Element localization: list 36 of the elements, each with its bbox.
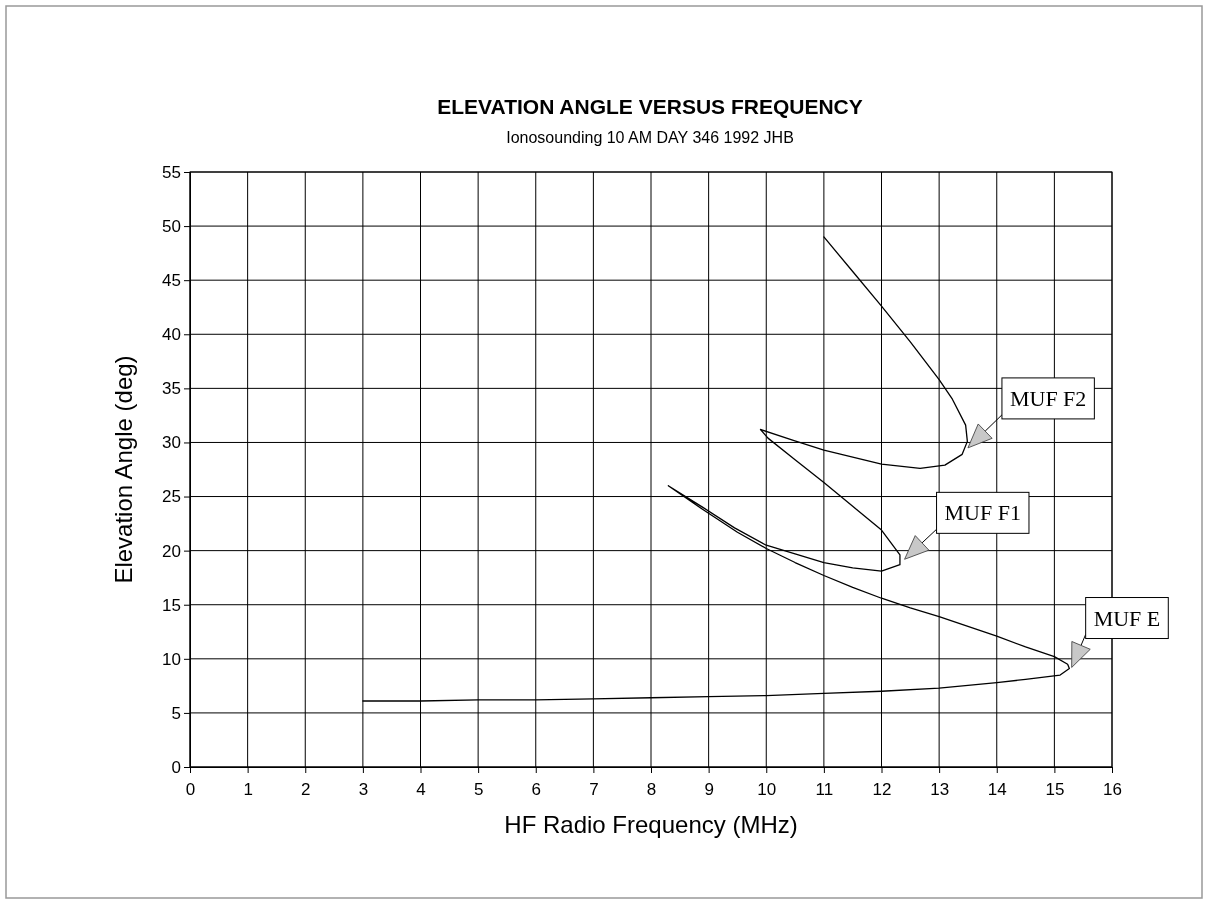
x-tick-label: 13 <box>930 779 950 799</box>
x-tick-label: 16 <box>1103 779 1122 799</box>
x-tick-label: 11 <box>815 779 834 799</box>
x-tick-label: 12 <box>872 779 892 799</box>
y-tick-label: 30 <box>162 433 181 453</box>
y-tick-label: 15 <box>162 595 181 615</box>
x-tick-label: 14 <box>987 779 1007 799</box>
y-tick-label: 45 <box>162 271 181 291</box>
x-tick-label: 3 <box>358 779 369 799</box>
annotation: MUF E <box>1093 605 1161 631</box>
y-tick-label: 50 <box>162 217 181 237</box>
y-tick-label: 20 <box>162 541 181 561</box>
x-tick-label: 5 <box>473 779 484 799</box>
x-tick-label: 2 <box>301 779 311 799</box>
y-tick-label: 55 <box>162 162 181 182</box>
chart-subtitle: Ionosounding 10 AM DAY 346 1992 JHB <box>506 129 794 146</box>
y-tick-label: 0 <box>171 757 181 777</box>
y-axis-title: Elevation Angle (deg) <box>110 355 137 584</box>
x-tick-label: 15 <box>1045 779 1065 799</box>
y-tick-label: 5 <box>171 703 181 723</box>
y-tick-label: 25 <box>162 487 181 507</box>
x-tick-label: 0 <box>185 779 196 799</box>
x-tick-label: 6 <box>531 779 541 799</box>
y-tick-label: 35 <box>162 379 181 399</box>
annotation: MUF F1 <box>944 500 1021 526</box>
y-tick-label: 40 <box>162 325 181 345</box>
x-tick-label: 7 <box>589 779 599 799</box>
x-axis-title: HF Radio Frequency (MHz) <box>504 811 798 838</box>
x-tick-label: 10 <box>757 779 777 799</box>
y-tick-label: 10 <box>162 649 181 669</box>
x-tick-label: 8 <box>646 779 657 799</box>
x-tick-label: 4 <box>416 779 426 799</box>
chart-title: ELEVATION ANGLE VERSUS FREQUENCY <box>437 95 863 118</box>
annotation: MUF F2 <box>1009 385 1087 411</box>
x-tick-label: 1 <box>243 779 253 799</box>
x-tick-label: 9 <box>704 779 714 799</box>
